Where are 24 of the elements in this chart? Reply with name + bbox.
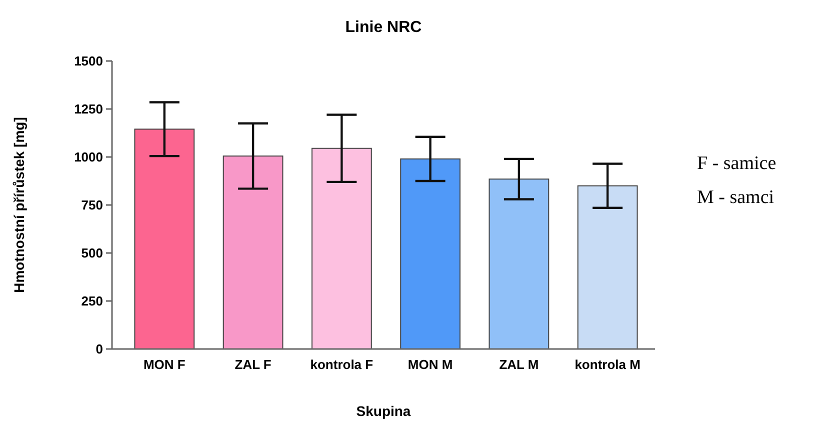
bar [577,185,638,350]
y-tick-label: 1250 [74,102,103,117]
y-tick-label: 0 [96,342,103,357]
x-tick-label: MON F [143,357,186,372]
x-tick-label: ZAL M [499,357,539,372]
bar [311,148,372,350]
text: M - samci [697,187,774,208]
y-tick-label: 750 [81,198,103,213]
y-tick-label: 250 [81,294,103,309]
text: F - samice [697,153,776,174]
bar [400,158,461,350]
x-tick-label: kontrola M [574,357,640,372]
y-tick-label: 1000 [74,150,103,165]
x-tick-label: kontrola F [310,357,374,372]
x-tick-label: MON M [408,357,453,372]
x-axis-title: Skupina [356,403,411,419]
y-tick-label: 1500 [74,54,103,69]
y-axis-title: Hmotnostní přírůstek [mg] [11,117,27,293]
chart-title: Linie NRC [345,19,422,36]
bar [488,178,550,350]
bar [222,156,284,350]
x-tick-label: ZAL F [234,357,272,372]
bar [134,128,195,350]
y-tick-label: 500 [81,246,103,261]
